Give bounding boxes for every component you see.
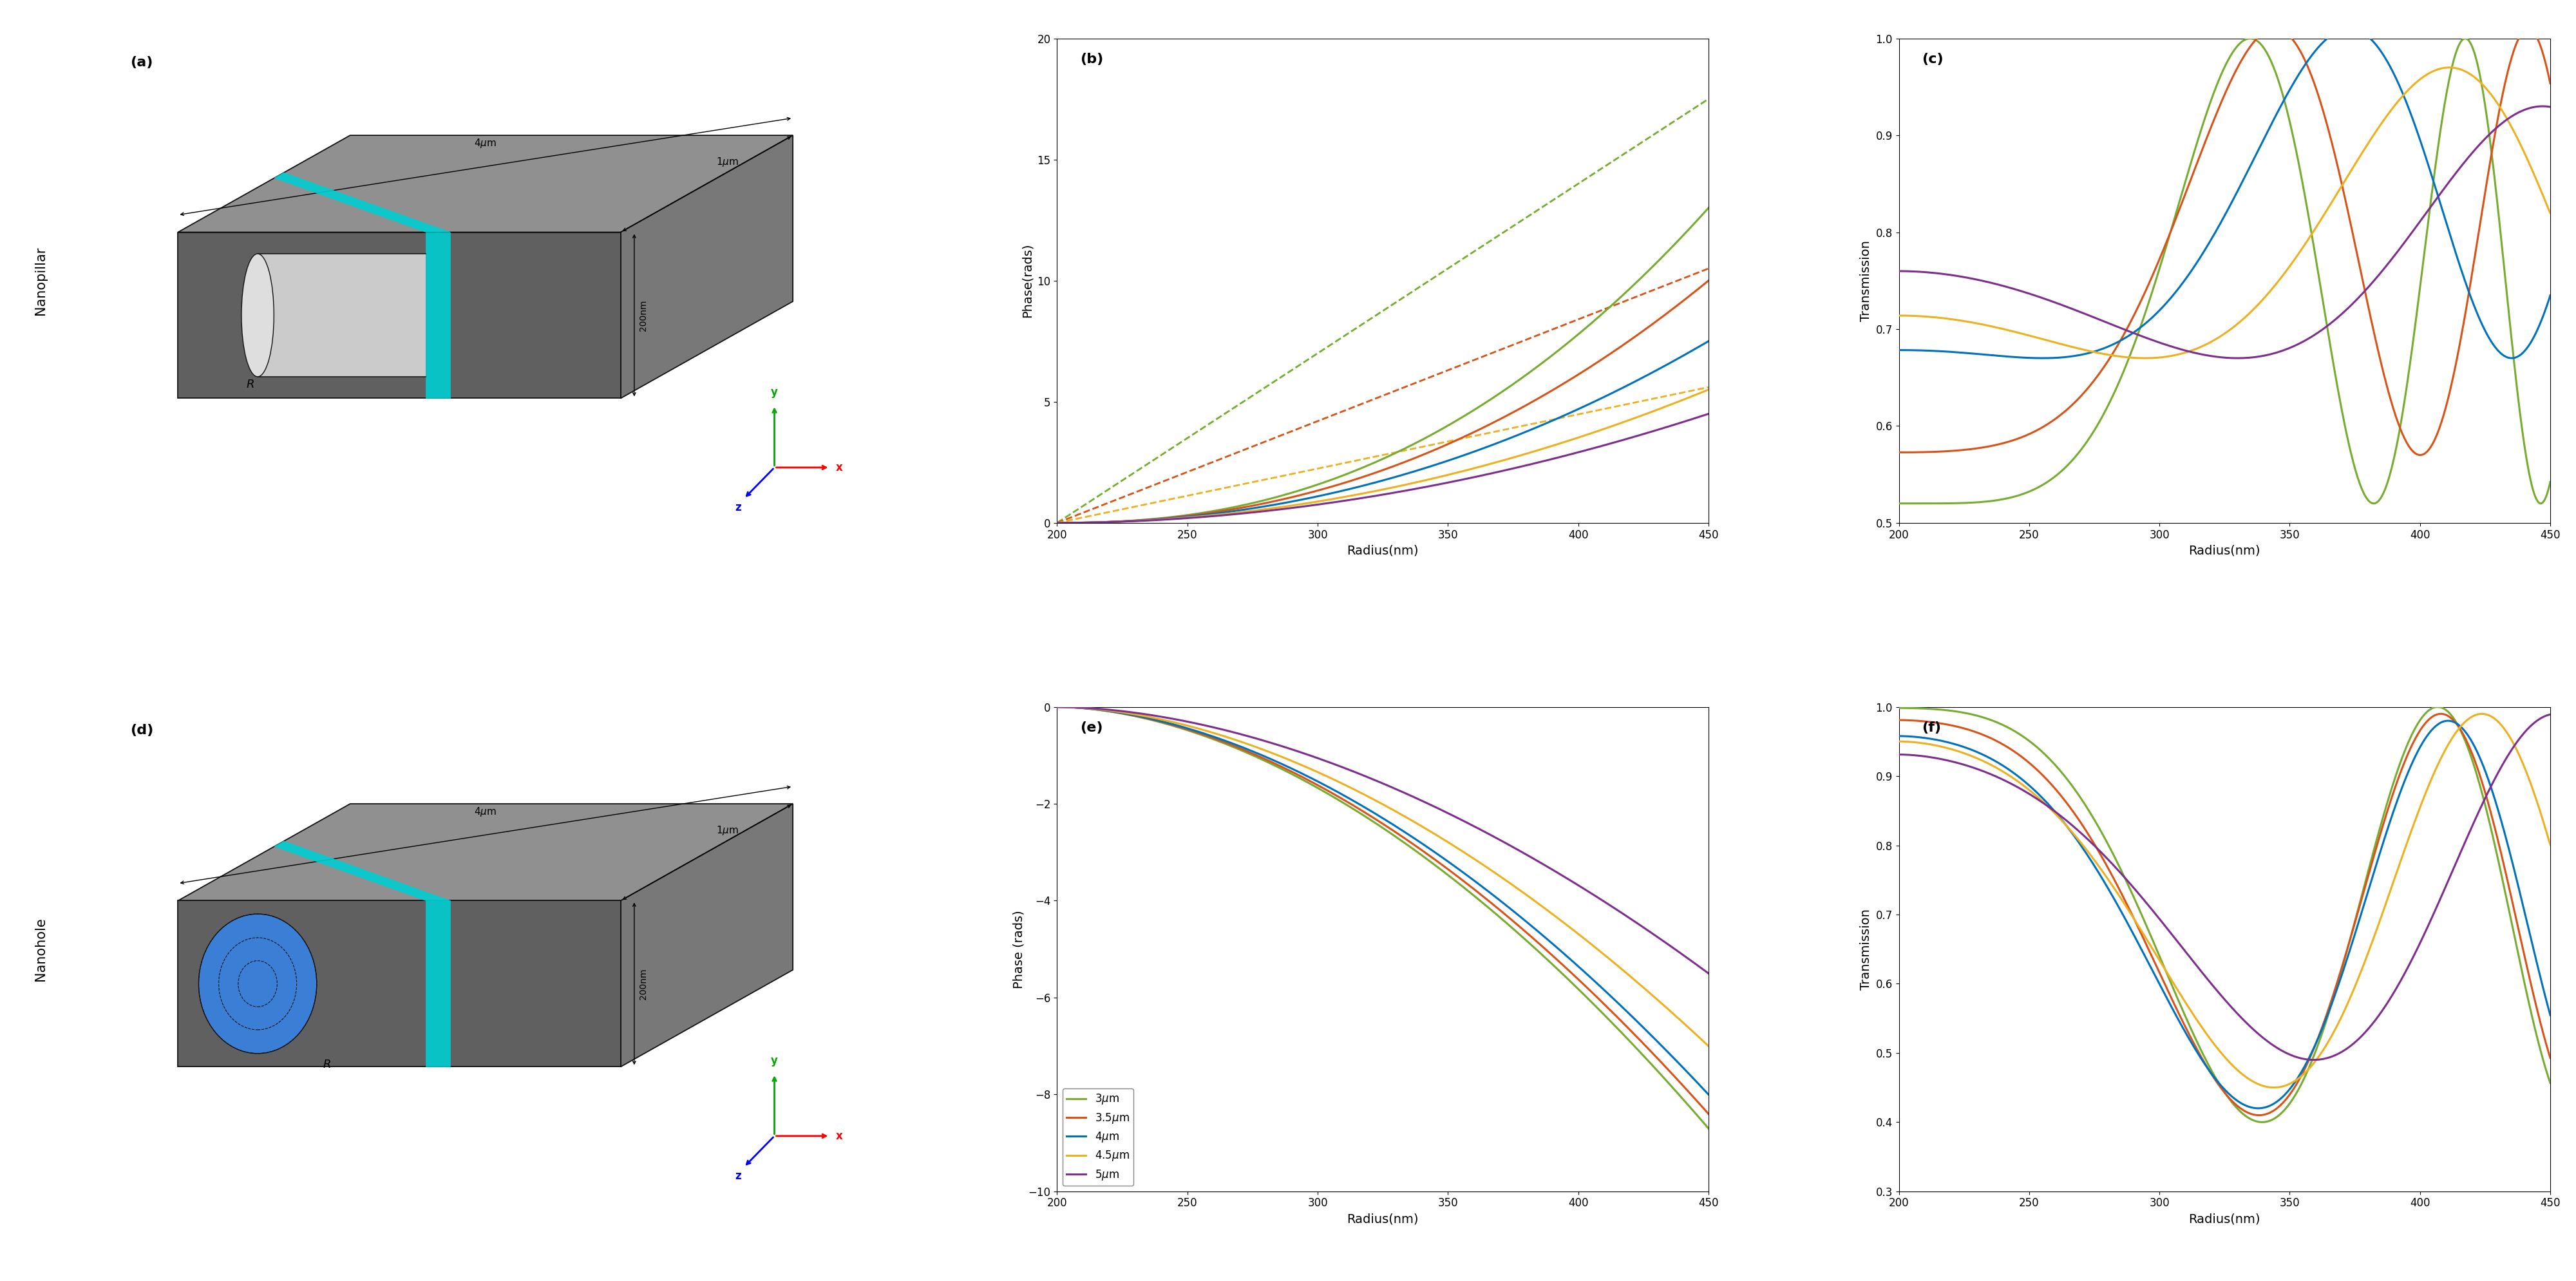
Polygon shape	[276, 842, 451, 901]
Text: Nanopillar: Nanopillar	[33, 246, 46, 315]
Polygon shape	[621, 136, 793, 398]
Text: 1$\mu$m: 1$\mu$m	[716, 155, 739, 168]
Text: z: z	[734, 1171, 742, 1182]
X-axis label: Radius(nm): Radius(nm)	[1347, 544, 1419, 556]
Polygon shape	[178, 136, 793, 232]
Text: x: x	[835, 1130, 842, 1141]
Ellipse shape	[198, 913, 317, 1053]
Text: R: R	[247, 378, 255, 389]
Text: 200nm: 200nm	[639, 968, 649, 999]
X-axis label: Radius(nm): Radius(nm)	[2190, 1213, 2262, 1225]
Polygon shape	[178, 232, 621, 398]
Text: (d): (d)	[129, 724, 155, 737]
X-axis label: Radius(nm): Radius(nm)	[2190, 544, 2262, 556]
Text: (a): (a)	[129, 56, 152, 69]
Text: 200nm: 200nm	[639, 300, 649, 330]
Text: (f): (f)	[1922, 721, 1940, 734]
Legend: 3$\mu$m, 3.5$\mu$m, 4$\mu$m, 4.5$\mu$m, 5$\mu$m: 3$\mu$m, 3.5$\mu$m, 4$\mu$m, 4.5$\mu$m, …	[1061, 1089, 1133, 1186]
Text: 1$\mu$m: 1$\mu$m	[716, 824, 739, 836]
Text: Nanohole: Nanohole	[33, 917, 46, 981]
Text: (e): (e)	[1079, 721, 1103, 734]
Polygon shape	[258, 254, 425, 377]
Text: 4$\mu$m: 4$\mu$m	[474, 806, 497, 817]
Text: R: R	[322, 1059, 330, 1071]
Text: (c): (c)	[1922, 53, 1942, 65]
Text: x: x	[835, 461, 842, 473]
Y-axis label: Phase(rads): Phase(rads)	[1023, 243, 1033, 318]
Ellipse shape	[242, 254, 273, 377]
Polygon shape	[178, 901, 621, 1067]
Y-axis label: Phase (rads): Phase (rads)	[1012, 910, 1025, 989]
Text: 4$\mu$m: 4$\mu$m	[474, 137, 497, 149]
Y-axis label: Transmission: Transmission	[1860, 240, 1873, 322]
Polygon shape	[425, 232, 451, 398]
Text: y: y	[770, 1056, 778, 1067]
Text: (b): (b)	[1079, 53, 1103, 65]
Polygon shape	[425, 901, 451, 1067]
Y-axis label: Transmission: Transmission	[1860, 908, 1873, 990]
Text: y: y	[770, 387, 778, 398]
Polygon shape	[178, 803, 793, 901]
Text: z: z	[734, 502, 742, 514]
Polygon shape	[621, 803, 793, 1067]
Polygon shape	[276, 173, 451, 232]
X-axis label: Radius(nm): Radius(nm)	[1347, 1213, 1419, 1225]
